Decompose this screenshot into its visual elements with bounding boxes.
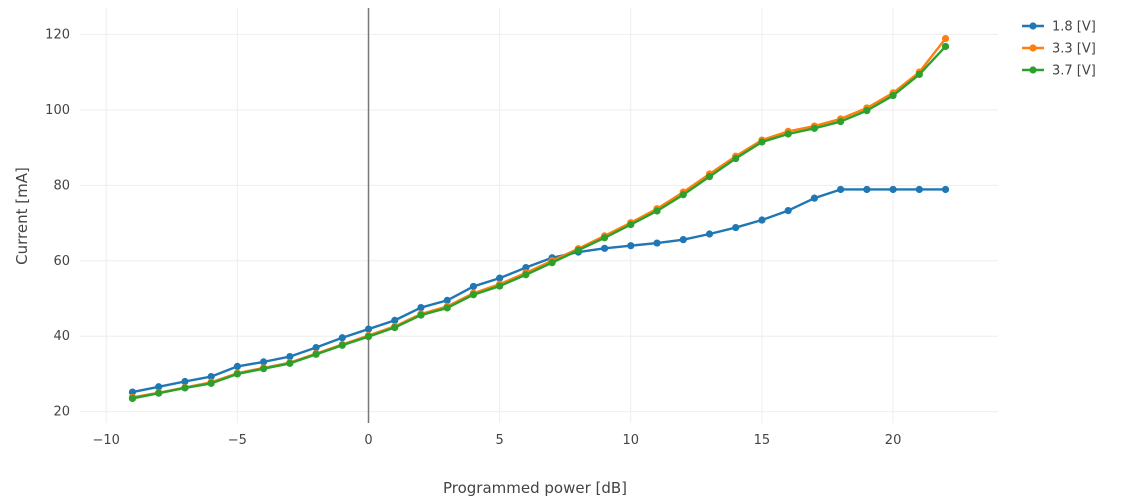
legend-swatch-marker (1029, 22, 1036, 29)
data-point (260, 365, 267, 372)
data-point (653, 239, 660, 246)
x-tick-label: 0 (364, 433, 372, 448)
data-point (837, 186, 844, 193)
x-tick-label: 10 (623, 433, 640, 448)
data-point (312, 351, 319, 358)
data-point (365, 325, 372, 332)
series-line (132, 189, 945, 392)
data-point (916, 186, 923, 193)
y-tick-label: 120 (45, 27, 70, 42)
y-tick-label: 20 (53, 405, 70, 420)
data-point (234, 370, 241, 377)
x-tick-label: 5 (496, 433, 504, 448)
data-point (758, 138, 765, 145)
x-tick-label: −5 (228, 433, 247, 448)
data-point (758, 216, 765, 223)
x-axis-title: Programmed power [dB] (443, 479, 627, 497)
legend[interactable]: 1.8 [V] 3.3 [V] 3.7 [V] (1022, 20, 1096, 79)
data-point (417, 312, 424, 319)
data-point (181, 384, 188, 391)
data-point (286, 360, 293, 367)
data-point (155, 390, 162, 397)
data-point (339, 342, 346, 349)
data-point (575, 247, 582, 254)
data-point (680, 191, 687, 198)
data-point (942, 43, 949, 50)
data-point (837, 118, 844, 125)
data-point (706, 230, 713, 237)
legend-label: 3.7 [V] (1052, 64, 1096, 79)
y-tick-label: 100 (45, 103, 70, 118)
data-point (129, 395, 136, 402)
data-point (889, 186, 896, 193)
data-point (863, 186, 870, 193)
y-tick-label: 40 (53, 329, 70, 344)
legend-item[interactable]: 1.8 [V] (1022, 20, 1096, 35)
series-line (132, 46, 945, 398)
data-point (522, 271, 529, 278)
y-tick-label: 60 (53, 254, 70, 269)
data-point (706, 173, 713, 180)
data-point (365, 333, 372, 340)
data-point (863, 107, 870, 114)
grid-layer (80, 8, 998, 423)
x-tick-label: 15 (754, 433, 771, 448)
x-tick-label: −10 (93, 433, 120, 448)
series-layer (129, 35, 949, 402)
data-point (942, 35, 949, 42)
data-point (653, 207, 660, 214)
data-point (942, 186, 949, 193)
data-point (732, 155, 739, 162)
data-point (549, 259, 556, 266)
data-point (785, 130, 792, 137)
data-point (785, 207, 792, 214)
data-point (470, 291, 477, 298)
series-1-8-V (129, 186, 949, 396)
legend-label: 3.3 [V] (1052, 42, 1096, 57)
y-axis-title: Current [mA] (13, 167, 31, 265)
x-tick-label: 20 (885, 433, 902, 448)
data-point (444, 304, 451, 311)
legend-item[interactable]: 3.7 [V] (1022, 64, 1096, 79)
data-point (234, 363, 241, 370)
data-point (916, 71, 923, 78)
data-point (417, 304, 424, 311)
data-point (470, 283, 477, 290)
data-point (811, 195, 818, 202)
series-line (132, 39, 945, 398)
data-point (601, 234, 608, 241)
data-point (811, 125, 818, 132)
y-tick-label: 80 (53, 178, 70, 193)
legend-swatch-marker (1029, 44, 1036, 51)
data-point (732, 224, 739, 231)
data-point (889, 92, 896, 99)
data-point (680, 236, 687, 243)
data-point (339, 334, 346, 341)
data-point (391, 324, 398, 331)
data-point (208, 380, 215, 387)
series-3-7-V (129, 43, 949, 402)
data-point (496, 282, 503, 289)
legend-label: 1.8 [V] (1052, 20, 1096, 35)
legend-swatch-marker (1029, 66, 1036, 73)
series-3-3-V (129, 35, 949, 401)
data-point (601, 245, 608, 252)
legend-item[interactable]: 3.3 [V] (1022, 42, 1096, 57)
data-point (627, 221, 634, 228)
data-point (627, 242, 634, 249)
